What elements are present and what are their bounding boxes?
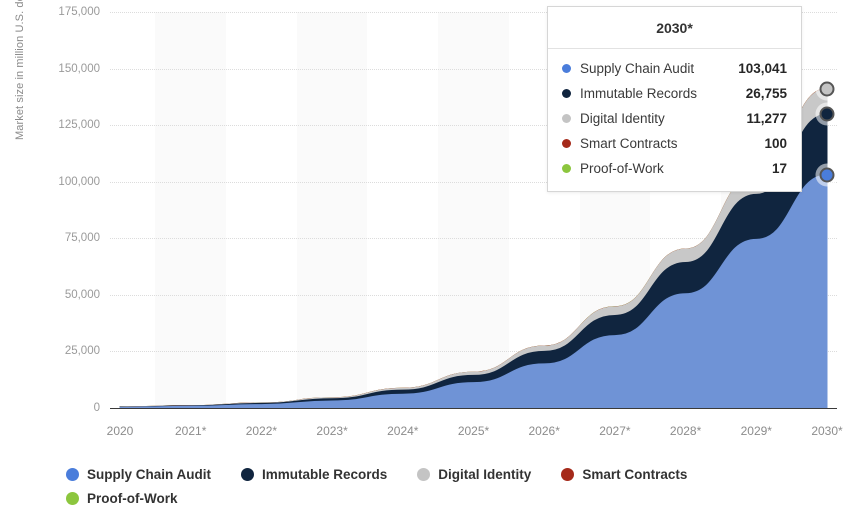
series-color-dot-icon [562,164,571,173]
area-series-supply-chain-audit [119,174,828,409]
y-axis-tick-label: 75,000 [64,232,100,245]
x-axis-tick-label: 2026* [528,424,560,438]
x-axis-tick-label: 2023* [316,424,348,438]
tooltip-row: Smart Contracts 100 [562,131,787,156]
tooltip-series-label: Immutable Records [580,86,698,101]
tooltip-series-label: Proof-of-Work [580,161,664,176]
y-axis-tick-label: 125,000 [58,119,100,132]
chart-legend: Supply Chain Audit Immutable Records Digit… [66,462,846,510]
gridline [110,181,837,183]
legend-item-label: Proof-of-Work [87,490,178,506]
gridline [110,68,837,70]
gridline [110,238,837,240]
tooltip-series-value: 26,755 [745,86,787,101]
tooltip-row: Immutable Records 26,755 [562,81,787,106]
series-color-dot-icon [562,114,571,123]
x-axis-tick-label: 2027* [599,424,631,438]
tooltip-series-label: Supply Chain Audit [580,61,695,76]
tooltip-row: Proof-of-Work 17 [562,156,787,181]
data-tooltip[interactable]: 2030* Supply Chain Audit 103,041 Immutable… [547,6,802,192]
y-axis-tick-label: 100,000 [58,175,100,188]
legend-item-label: Digital Identity [438,466,532,482]
tooltip-row: Digital Identity 11,277 [562,106,787,131]
legend-color-dot-icon [417,467,431,481]
legend-item-immutable-records[interactable]: Immutable Records [241,462,387,486]
x-axis-tick-label: 2028* [669,424,702,438]
x-axis-tick-labels: 2020 2021* 2022* 2023* 2024* 2025* 2026* 2027* 2… [106,418,843,444]
legend-item-proof-of-work[interactable]: Proof-of-Work [66,486,178,510]
tooltip-series-value: 103,041 [738,61,787,76]
legend-item-smart-contracts[interactable]: Smart Contracts [561,462,687,486]
tooltip-series-value: 17 [771,161,787,176]
gridline [110,294,837,296]
legend-color-dot-icon [561,467,575,481]
legend-color-dot-icon [66,467,79,481]
gridline [110,351,837,353]
x-axis-tick-label: 2021* [175,424,207,438]
legend-item-label: Supply Chain Audit [87,466,211,482]
marker-digital-identity[interactable] [819,81,835,97]
tooltip-series-label: Smart Contracts [580,136,678,151]
column-band [155,12,227,408]
legend-item-digital-identity[interactable]: Digital Identity [417,462,531,486]
x-axis-tick-label: 2030* [811,424,843,438]
y-axis-tick-label: 0 [93,402,100,414]
y-axis-tick-label: 50,000 [64,288,100,301]
x-axis-tick-label: 2025* [457,424,490,438]
legend-color-dot-icon [241,467,254,481]
marker-immutable-records[interactable] [819,106,835,122]
column-band [296,12,368,408]
legend-item-label: Smart Contracts [582,466,688,482]
x-axis-tick-label: 2029* [740,424,772,438]
y-axis-tick-label: 150,000 [58,62,100,75]
tooltip-header: 2030* [548,7,801,49]
series-color-dot-icon [562,139,571,148]
gridline [110,125,837,127]
tooltip-series-value: 11,277 [746,111,787,126]
marker-supply-chain-audit[interactable] [819,167,835,183]
y-axis-tick-label: 175,000 [58,6,100,18]
legend-color-dot-icon [66,491,79,505]
legend-item-label: Immutable Records [262,466,388,482]
x-axis-baseline [110,408,837,409]
x-axis-tick-label: 2020 [106,424,134,438]
column-band [438,12,509,408]
y-axis-tick-labels: 0 25,000 50,000 75,000 100,000 125,000 150,000… [0,0,100,420]
tooltip-rows: Supply Chain Audit 103,041 Immutable Recor… [548,49,801,191]
gridline [110,12,837,13]
tooltip-row: Supply Chain Audit 103,041 [562,56,787,81]
tooltip-series-value: 100 [764,136,787,151]
x-axis-tick-label: 2024* [387,424,419,438]
legend-item-supply-chain-audit[interactable]: Supply Chain Audit [66,462,211,486]
x-axis-tick-label: 2022* [245,424,278,438]
tooltip-series-label: Digital Identity [580,111,665,126]
y-axis-tick-label: 25,000 [64,345,100,358]
series-color-dot-icon [562,64,571,73]
series-color-dot-icon [562,89,571,98]
